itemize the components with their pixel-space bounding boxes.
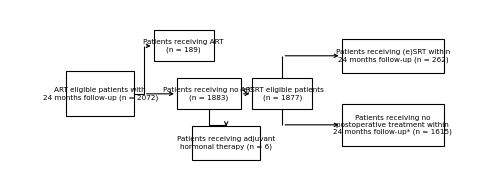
FancyBboxPatch shape — [154, 30, 214, 61]
FancyBboxPatch shape — [66, 71, 134, 116]
FancyBboxPatch shape — [252, 78, 312, 109]
FancyBboxPatch shape — [342, 39, 444, 73]
Text: (e)SRT eligible patients
(n = 1877): (e)SRT eligible patients (n = 1877) — [240, 87, 324, 101]
FancyBboxPatch shape — [177, 78, 241, 109]
Text: Patients receiving adjuvant
hormonal therapy (n = 6): Patients receiving adjuvant hormonal the… — [177, 136, 276, 150]
Text: Patients receiving ART
(n = 189): Patients receiving ART (n = 189) — [144, 39, 224, 53]
FancyBboxPatch shape — [342, 104, 444, 146]
Text: Patients receiving (e)SRT within
24 months follow-up (n = 262): Patients receiving (e)SRT within 24 mont… — [336, 49, 450, 63]
FancyBboxPatch shape — [192, 126, 260, 160]
Text: Patients receiving no
postoperative treatment within
24 months follow-up* (n = 1: Patients receiving no postoperative trea… — [334, 115, 452, 135]
Text: Patients receiving no ART
(n = 1883): Patients receiving no ART (n = 1883) — [163, 87, 254, 101]
Text: ART eligible patients with
24 months follow-up (n = 2072): ART eligible patients with 24 months fol… — [42, 87, 158, 101]
